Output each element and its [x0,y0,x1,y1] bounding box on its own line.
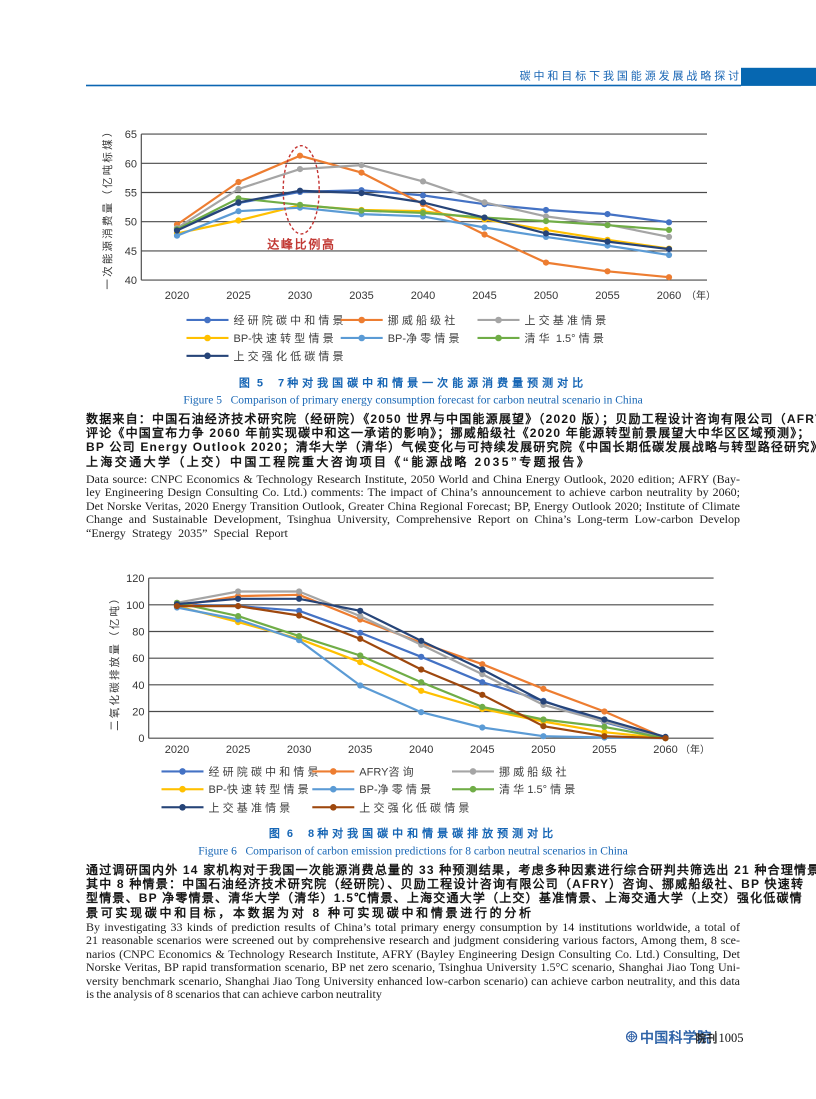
svg-text:120: 120 [126,573,144,585]
svg-text:2035: 2035 [348,744,372,756]
svg-text:2020: 2020 [165,290,189,302]
svg-text:100: 100 [126,600,144,612]
svg-text:2030: 2030 [288,290,312,302]
svg-text:碳中和目标下我国能源发展战略探讨: 碳中和目标下我国能源发展战略探讨 [520,68,742,82]
svg-text:上交基准情景: 上交基准情景 [525,313,610,327]
svg-text:达峰比例高: 达峰比例高 [267,237,336,252]
svg-text:60: 60 [132,653,144,665]
svg-text:2055: 2055 [595,290,619,302]
svg-text:上交强化低碳情景: 上交强化低碳情景 [234,349,347,363]
svg-text:45: 45 [125,246,137,258]
svg-text:20: 20 [132,707,144,719]
svg-text:55: 55 [125,188,137,200]
svg-text:40: 40 [125,275,137,287]
svg-text:（年）: （年） [680,743,710,756]
svg-text:AFRY咨询: AFRY咨询 [359,764,416,778]
svg-text:65: 65 [125,129,137,141]
svg-text:图 6 8 种对我国碳中和情景碳排放预测对比: 图 6 8 种对我国碳中和情景碳排放预测对比 [269,826,557,840]
svg-text:二氧化碳排放量（亿吨）: 二氧化碳排放量（亿吨） [108,591,121,731]
svg-text:经研院碳中和情景: 经研院碳中和情景 [234,313,347,327]
svg-text:图 5 7 种对我国碳中和情景一次能源消费量预测对比: 图 5 7 种对我国碳中和情景一次能源消费量预测对比 [239,376,587,390]
svg-text:一次能源消费量（亿吨标煤）: 一次能源消费量（亿吨标煤） [101,124,114,289]
svg-text:挪威船级社: 挪威船级社 [388,313,459,327]
svg-text:2050: 2050 [534,290,558,302]
svg-text:2025: 2025 [226,290,250,302]
svg-text:2060: 2060 [653,744,677,756]
svg-text:2060: 2060 [657,290,681,302]
svg-text:2040: 2040 [411,290,435,302]
svg-text:中国科学院: 中国科学院 [640,1030,712,1046]
svg-text:院刊: 院刊 [696,1032,719,1045]
svg-text:0: 0 [138,733,144,745]
svg-text:BP-净零情景: BP-净零情景 [359,782,434,796]
svg-text:2050: 2050 [531,744,555,756]
svg-text:挪威船级社: 挪威船级社 [499,764,570,778]
svg-text:2055: 2055 [592,744,616,756]
svg-text:BP-快速转型情景: BP-快速转型情景 [234,331,337,345]
svg-text:Figure 5 Comparison of prima: Figure 5 Comparison of primary energy co… [183,395,642,407]
svg-text:经研院碳中和情景: 经研院碳中和情景 [209,764,322,778]
svg-text:上交强化低碳情景: 上交强化低碳情景 [359,800,472,814]
svg-text:40: 40 [132,680,144,692]
svg-text:1005: 1005 [719,1031,744,1045]
svg-text:（年）: （年） [686,289,716,302]
svg-text:60: 60 [125,158,137,170]
svg-text:2025: 2025 [226,744,250,756]
svg-text:BP-净零情景: BP-净零情景 [388,331,463,345]
svg-text:80: 80 [132,627,144,639]
svg-text:2030: 2030 [287,744,311,756]
svg-text:上交基准情景: 上交基准情景 [209,800,294,814]
svg-text:2045: 2045 [472,290,496,302]
svg-text:清华 1.5°情景: 清华 1.5°情景 [525,331,608,345]
svg-text:2020: 2020 [165,744,189,756]
svg-text:清华1.5°情景: 清华1.5°情景 [499,782,578,796]
svg-text:50: 50 [125,217,137,229]
svg-text:2045: 2045 [470,744,494,756]
svg-text:2040: 2040 [409,744,433,756]
svg-text:Figure 6 Comparison of carbo: Figure 6 Comparison of carbon emission p… [198,846,628,858]
svg-text:BP-快速转型情景: BP-快速转型情景 [209,782,312,796]
svg-text:2035: 2035 [349,290,373,302]
